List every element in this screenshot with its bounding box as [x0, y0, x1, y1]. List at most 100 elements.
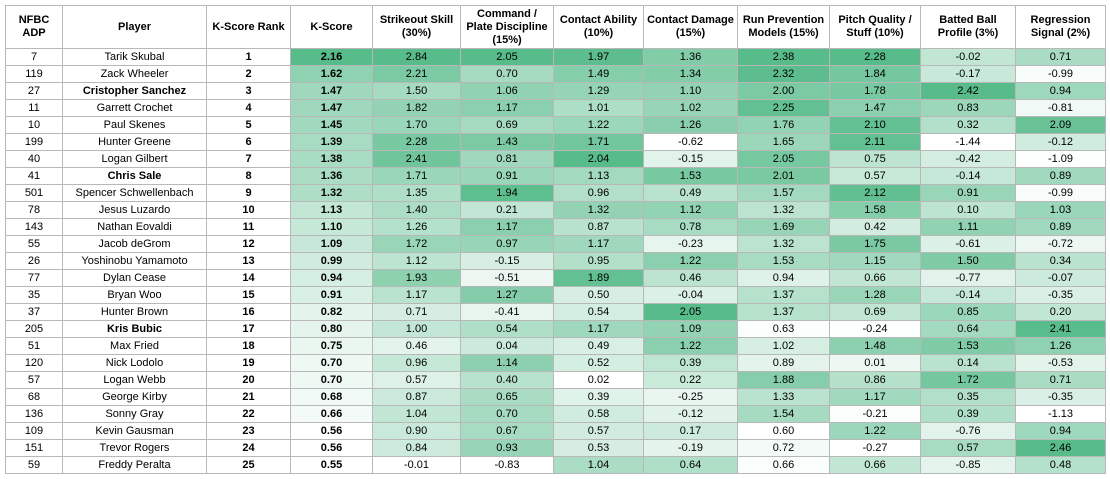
table-cell: 1.26 [643, 116, 738, 134]
table-cell: -0.15 [643, 150, 738, 168]
table-cell: 11 [5, 99, 63, 117]
table-cell: 0.96 [372, 354, 461, 372]
table-row: 41 Chris Sale 8 1.36 1.71 0.91 1.13 1.53 2.01 0.5… [5, 167, 1106, 185]
player-cell: Kevin Gausman [62, 422, 207, 440]
table-cell: 0.56 [290, 422, 373, 440]
player-cell: Chris Sale [62, 167, 207, 185]
table-cell: 26 [5, 252, 63, 270]
table-cell: 10 [5, 116, 63, 134]
table-cell: 1.32 [290, 184, 373, 202]
table-cell: -0.83 [460, 456, 554, 474]
table-cell: 1.17 [553, 320, 644, 338]
column-header: Regression Signal (2%) [1015, 5, 1106, 49]
table-cell: 0.39 [920, 405, 1016, 423]
table-row: 11 Garrett Crochet 4 1.47 1.82 1.17 1.01 1.02 2.… [5, 99, 1106, 117]
table-cell: 51 [5, 337, 63, 355]
table-cell: 0.87 [372, 388, 461, 406]
table-cell: 1.94 [460, 184, 554, 202]
table-row: 27 Cristopher Sanchez 3 1.47 1.50 1.06 1.29 1.1… [5, 82, 1106, 100]
column-header: Pitch Quality / Stuff (10%) [829, 5, 921, 49]
player-cell: Cristopher Sanchez [62, 82, 207, 100]
table-row: 78 Jesus Luzardo 10 1.13 1.40 0.21 1.32 1.12 1.3… [5, 201, 1106, 219]
table-cell: 2.28 [372, 133, 461, 151]
table-cell: 22 [206, 405, 291, 423]
table-cell: 1.29 [553, 82, 644, 100]
table-cell: 1.17 [460, 99, 554, 117]
table-cell: 119 [5, 65, 63, 83]
player-cell: Bryan Woo [62, 286, 207, 304]
player-cell: Nick Lodolo [62, 354, 207, 372]
table-cell: 1.17 [460, 218, 554, 236]
table-cell: 1.06 [460, 82, 554, 100]
player-cell: Kris Bubic [62, 320, 207, 338]
table-cell: -0.85 [920, 456, 1016, 474]
table-cell: 0.64 [643, 456, 738, 474]
player-cell: Jesus Luzardo [62, 201, 207, 219]
table-cell: 1.01 [553, 99, 644, 117]
table-cell: 78 [5, 201, 63, 219]
table-cell: 1.62 [290, 65, 373, 83]
table-row: 120 Nick Lodolo 19 0.70 0.96 1.14 0.52 0.39 0.89… [5, 354, 1106, 372]
table-row: 136 Sonny Gray 22 0.66 1.04 0.70 0.58 -0.12 1.54… [5, 405, 1106, 423]
table-cell: 1.28 [829, 286, 921, 304]
table-cell: 0.69 [460, 116, 554, 134]
table-cell: 2.09 [1015, 116, 1106, 134]
table-cell: 5 [206, 116, 291, 134]
table-cell: 0.89 [1015, 167, 1106, 185]
table-cell: -0.04 [643, 286, 738, 304]
table-cell: 55 [5, 235, 63, 253]
column-header: K-Score Rank [206, 5, 291, 49]
table-cell: 0.39 [643, 354, 738, 372]
player-cell: Tarik Skubal [62, 48, 207, 66]
table-cell: 2.10 [829, 116, 921, 134]
player-cell: Yoshinobu Yamamoto [62, 252, 207, 270]
table-cell: 0.91 [460, 167, 554, 185]
table-cell: 3 [206, 82, 291, 100]
table-cell: 0.66 [737, 456, 830, 474]
table-cell: 0.68 [290, 388, 373, 406]
table-cell: -1.13 [1015, 405, 1106, 423]
table-cell: 1.53 [643, 167, 738, 185]
table-cell: 1.22 [829, 422, 921, 440]
table-cell: 0.71 [1015, 371, 1106, 389]
table-cell: 0.90 [372, 422, 461, 440]
table-cell: 68 [5, 388, 63, 406]
table-cell: 1.47 [290, 82, 373, 100]
table-cell: 7 [5, 48, 63, 66]
player-cell: Spencer Schwellenbach [62, 184, 207, 202]
table-cell: 1.45 [290, 116, 373, 134]
table-cell: 1.57 [737, 184, 830, 202]
table-cell: 0.53 [553, 439, 644, 457]
table-cell: 2.46 [1015, 439, 1106, 457]
table-cell: 1.50 [920, 252, 1016, 270]
table-cell: 1.97 [553, 48, 644, 66]
k-score-table: NFBC ADP Player K-Score Rank K-Score Strikeo… [5, 5, 1106, 474]
table-cell: 0.95 [553, 252, 644, 270]
table-cell: 0.60 [737, 422, 830, 440]
table-cell: 1.72 [372, 235, 461, 253]
table-cell: 0.66 [290, 405, 373, 423]
table-cell: 2.42 [920, 82, 1016, 100]
table-row: 199 Hunter Greene 6 1.39 2.28 1.43 1.71 -0.62 1.… [5, 133, 1106, 151]
table-cell: 20 [206, 371, 291, 389]
table-cell: 0.70 [460, 405, 554, 423]
table-cell: 199 [5, 133, 63, 151]
table-cell: 0.85 [920, 303, 1016, 321]
table-cell: 1.12 [643, 201, 738, 219]
table-cell: 1.13 [553, 167, 644, 185]
table-cell: 41 [5, 167, 63, 185]
table-row: 26 Yoshinobu Yamamoto 13 0.99 1.12 -0.15 0.95 1… [5, 252, 1106, 270]
table-row: 501 Spencer Schwellenbach 9 1.32 1.35 1.94 0.9… [5, 184, 1106, 202]
table-cell: 0.89 [737, 354, 830, 372]
table-row: 10 Paul Skenes 5 1.45 1.70 0.69 1.22 1.26 1.76 2.… [5, 116, 1106, 134]
table-row: 35 Bryan Woo 15 0.91 1.17 1.27 0.50 -0.04 1.37 1.… [5, 286, 1106, 304]
table-row: 68 George Kirby 21 0.68 0.87 0.65 0.39 -0.25 1.3… [5, 388, 1106, 406]
table-cell: 1.54 [737, 405, 830, 423]
player-cell: Freddy Peralta [62, 456, 207, 474]
table-cell: 1.71 [372, 167, 461, 185]
table-cell: 1.34 [643, 65, 738, 83]
table-cell: 1.12 [372, 252, 461, 270]
table-cell: -0.72 [1015, 235, 1106, 253]
table-cell: -0.99 [1015, 184, 1106, 202]
